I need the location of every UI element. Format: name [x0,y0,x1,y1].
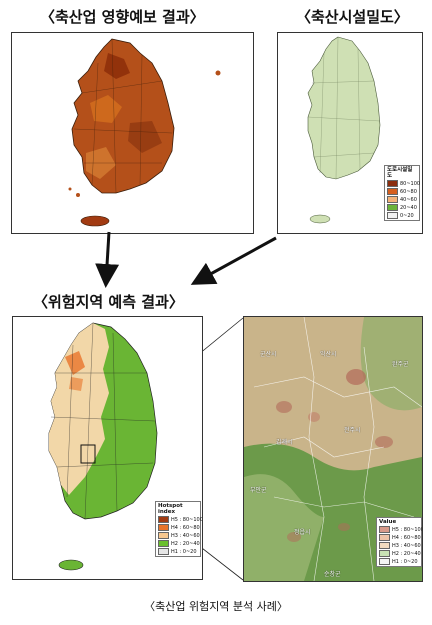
legend-label: H1 : 0~20 [171,548,197,555]
density-legend: 도로시설밀도 80~100 60~80 40~60 20~40 0~20 [384,165,420,221]
city-label: 익산시 [320,351,337,358]
legend-label: H1 : 0~20 [392,558,418,565]
density-title: 〈축산시설밀도〉 [296,8,409,26]
zoom-map-panel: 군산시 익산시 완주군 김제시 전주시 부안군 정읍시 순창군 Value H5… [243,316,423,582]
city-label: 정읍시 [294,529,311,536]
value-legend: Value H5 : 80~100 H4 : 60~80 H3 : 40~60 … [376,517,422,567]
legend-label: H5 : 80~100 [171,516,203,523]
legend-label: H2 : 20~40 [171,540,200,547]
legend-swatch [158,524,169,531]
legend-swatch [387,196,398,203]
legend-swatch [158,532,169,539]
hotspot-legend: Hotspot index H5 : 80~100 H4 : 60~80 H3 … [155,501,202,557]
legend-row: H1 : 0~20 [379,558,419,565]
density-map-panel: 도로시설밀도 80~100 60~80 40~60 20~40 0~20 [277,32,423,234]
legend-swatch [387,204,398,211]
legend-label: 20~40 [400,204,417,211]
legend-swatch [387,180,398,187]
risk-map-panel: Hotspot index H5 : 80~100 H4 : 60~80 H3 … [12,316,203,580]
legend-row: 0~20 [387,212,417,219]
legend-row: H2 : 20~40 [158,540,200,547]
city-label: 김제시 [276,439,293,446]
legend-swatch [379,526,390,533]
legend-swatch [387,212,398,219]
legend-label: H2 : 20~40 [392,550,421,557]
legend-row: H4 : 60~80 [158,524,200,531]
legend-row: H1 : 0~20 [158,548,198,555]
legend-swatch [379,550,390,557]
legend-swatch [379,558,390,565]
legend-row: 80~100 [387,180,421,187]
hotspot-legend-title: Hotspot index [158,503,183,515]
density-map [307,36,381,224]
legend-swatch [387,188,398,195]
city-label: 군산시 [260,351,277,358]
legend-label: 0~20 [400,212,414,219]
legend-row: H3 : 40~60 [158,532,200,539]
impact-title: 〈축산업 영향예보 결과〉 [40,8,205,26]
legend-row: 60~80 [387,188,417,195]
legend-swatch [379,534,390,541]
legend-swatch [158,540,169,547]
legend-row: 40~60 [387,196,417,203]
density-legend-title: 도로시설밀도 [387,167,413,179]
legend-row: H2 : 20~40 [379,550,421,557]
legend-row: H5 : 80~100 [158,516,202,523]
value-legend-title: Value [379,519,397,525]
city-label: 전주시 [344,427,361,434]
legend-label: H3 : 40~60 [392,542,421,549]
risk-map [48,322,158,571]
legend-label: H5 : 80~100 [392,526,423,533]
arrow-left [95,231,120,288]
arrow-right [190,236,277,285]
city-label: 부안군 [250,487,267,494]
city-label: 순창군 [324,571,341,578]
impact-map-panel [11,32,254,234]
legend-row: 20~40 [387,204,417,211]
legend-label: 80~100 [400,180,421,187]
city-label: 완주군 [392,361,409,368]
figure-caption: 〈축산업 위험지역 분석 사례〉 [144,600,288,613]
legend-label: 40~60 [400,196,417,203]
legend-swatch [379,542,390,549]
legend-row: H3 : 40~60 [379,542,421,549]
legend-label: H3 : 40~60 [171,532,200,539]
legend-label: H4 : 60~80 [392,534,421,541]
impact-map [68,38,221,227]
zoom-box [80,444,96,464]
legend-swatch [158,516,169,523]
legend-swatch [158,548,169,555]
legend-label: 60~80 [400,188,417,195]
legend-row: H5 : 80~100 [379,526,422,533]
risk-title: 〈위험지역 예측 결과〉 [33,293,184,311]
legend-label: H4 : 60~80 [171,524,200,531]
legend-row: H4 : 60~80 [379,534,421,541]
